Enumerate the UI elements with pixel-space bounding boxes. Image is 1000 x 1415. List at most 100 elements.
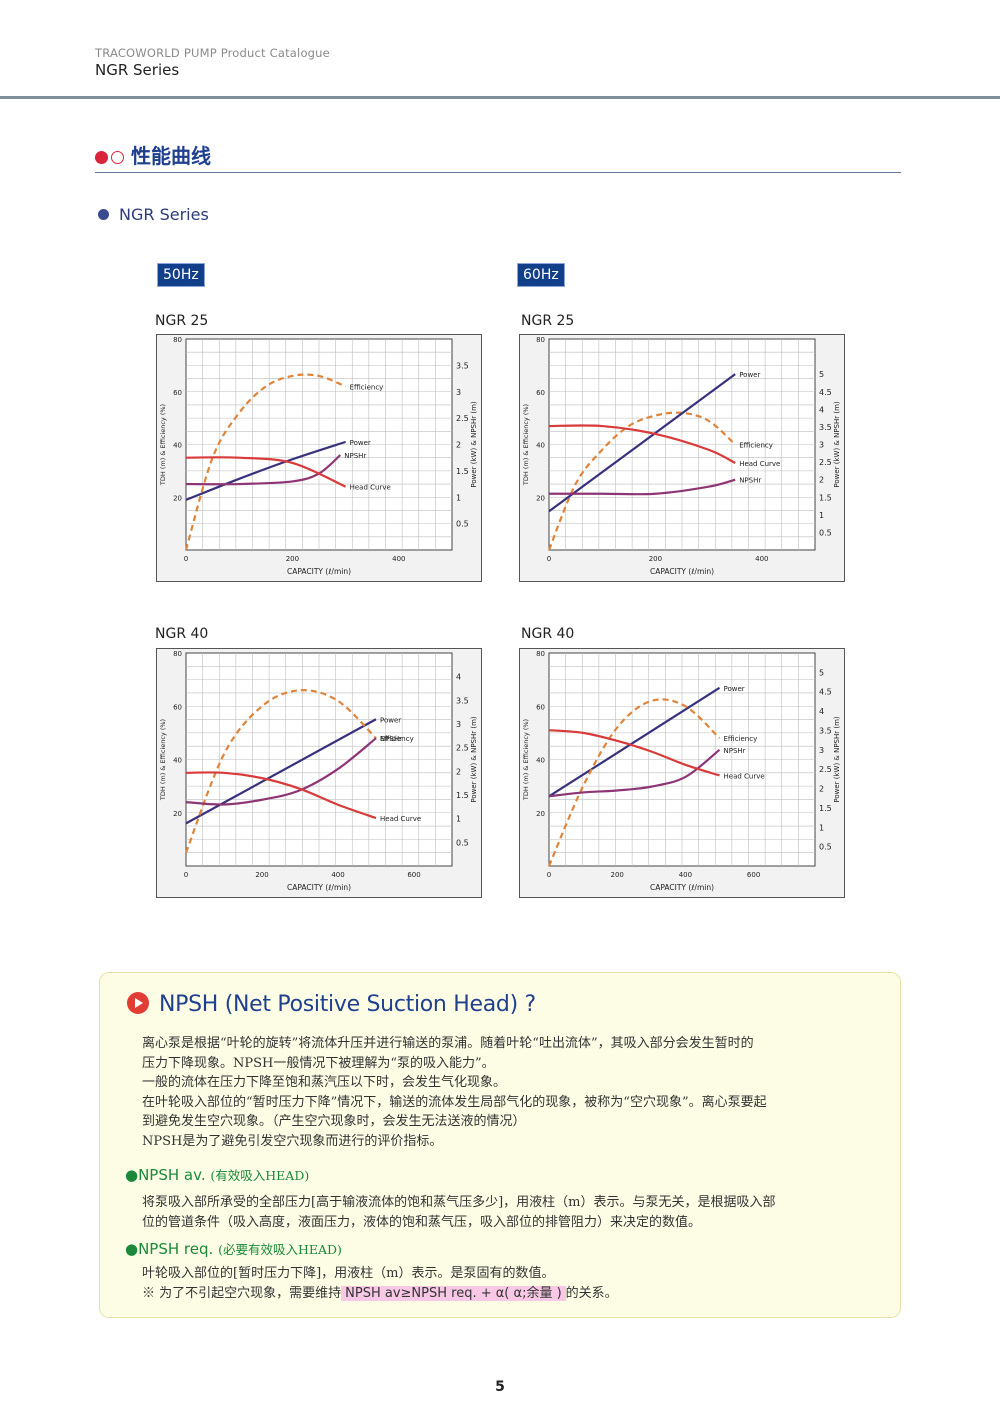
series-line-head-curve <box>548 424 736 464</box>
y2-tick-label: 1 <box>819 823 824 832</box>
y2-tick-label: 4.5 <box>819 688 832 697</box>
x-axis-label: CAPACITY (ℓ/min) <box>650 567 714 576</box>
series-line-power <box>548 373 736 513</box>
note-suffix: 的关系。 <box>565 1285 618 1301</box>
npsh-req-sub: (必要有效吸入HEAD) <box>218 1242 342 1257</box>
series-label: Power <box>739 371 760 379</box>
npsh-note: ※ 为了不引起空穴现象，需要维持 NPSH av≥NPSH req. + α( α… <box>142 1284 872 1304</box>
series-line-efficiency <box>547 411 736 551</box>
npsh-title: NPSH (Net Positive Suction Head) ? <box>159 992 536 1017</box>
series-label: Efficiency <box>350 383 384 391</box>
series-label: Head Curve <box>350 484 391 492</box>
y-tick-label: 80 <box>173 336 182 344</box>
series-label: Efficiency <box>739 442 773 450</box>
y2-tick-label: 4.5 <box>819 388 832 397</box>
series-line-head-curve <box>185 456 347 488</box>
x-tick-label: 200 <box>286 555 299 563</box>
y-axis-label: TDH (m) & Efficiency (%) <box>159 404 167 486</box>
npsh-req-heading: ●NPSH req. (必要有效吸入HEAD) <box>125 1239 342 1258</box>
y2-tick-label: 0.5 <box>819 528 832 537</box>
page-number: 5 <box>495 1379 505 1395</box>
paragraph-line: 位的管道条件（吸入高度，液面压力，液体的饱和蒸气压，吸入部位的排管阻力）来决定的… <box>142 1214 702 1230</box>
series-label: Power <box>380 716 401 724</box>
y2-tick-label: 4 <box>819 707 824 716</box>
paragraph-line: 在叶轮吸入部位的“暂时压力下降”情况下，输送的流体发生局部气化的现象，被称为“空… <box>142 1094 767 1110</box>
y2-tick-label: 3.5 <box>819 726 832 735</box>
series-label: Power <box>724 685 745 693</box>
y2-axis-label: Power (kW) & NPSHr (m) <box>833 716 841 803</box>
npsh-heading: NPSH (Net Positive Suction Head) ? <box>127 992 536 1017</box>
x-tick-label: 0 <box>184 871 188 879</box>
chart-title: NGR 40 <box>521 626 575 642</box>
header-divider <box>0 96 1000 99</box>
y-tick-label: 20 <box>536 494 545 502</box>
y2-tick-label: 0.5 <box>456 838 469 847</box>
y2-axis-label: Power (kW) & NPSHr (m) <box>470 716 478 803</box>
x-axis-label: CAPACITY (ℓ/min) <box>650 883 714 892</box>
x-tick-label: 400 <box>679 871 692 879</box>
y-tick-label: 20 <box>173 494 182 502</box>
y2-tick-label: 2.5 <box>456 414 469 423</box>
y-tick-label: 40 <box>536 757 545 765</box>
y2-tick-label: 3 <box>456 720 461 729</box>
series-line-npshr <box>185 737 377 806</box>
y-axis-label: TDH (m) & Efficiency (%) <box>159 719 167 801</box>
y2-tick-label: 2.5 <box>456 744 469 753</box>
y2-tick-label: 5 <box>819 370 824 379</box>
x-tick-label: 200 <box>255 871 268 879</box>
npsh-req-text: 叶轮吸入部位的[暂时压力下降]，用液柱（m）表示。是泵固有的数值。 ※ 为了不引… <box>142 1264 872 1303</box>
y2-tick-label: 4 <box>456 673 461 682</box>
y2-axis-label: Power (kW) & NPSHr (m) <box>833 401 841 488</box>
performance-chart-50hz-ngr40: 0 200 400 600 20 40 60 80 0.5 1 1.5 2 2.5 3 3.5 4 CAPACI… <box>156 648 482 898</box>
circle-outline-icon <box>111 151 124 164</box>
series-label: NPSHr <box>380 735 402 743</box>
play-circle-icon <box>127 992 149 1014</box>
y-tick-label: 40 <box>536 442 545 450</box>
section-title: 性能曲线 <box>131 144 211 168</box>
y-tick-label: 40 <box>173 442 182 450</box>
y-tick-label: 60 <box>173 703 182 711</box>
series-line-efficiency <box>184 373 347 551</box>
npsh-av-text: 将泵吸入部所承受的全部压力[高于输液流体的饱和蒸气压多少]，用液柱（m）表示。与… <box>142 1193 872 1232</box>
x-axis-label: CAPACITY (ℓ/min) <box>287 883 351 892</box>
note-formula: NPSH av≥NPSH req. + α( α;余量 ) <box>341 1285 566 1301</box>
y2-tick-label: 5 <box>819 668 824 677</box>
subsection-heading: NGR Series <box>98 205 209 224</box>
performance-chart-60hz-ngr40: 0 200 400 600 20 40 60 80 0.5 1 1.5 2 2.5 3 3.5 4 4.5 5 CA… <box>519 648 845 898</box>
y2-tick-label: 3.5 <box>456 696 469 705</box>
chart-title: NGR 25 <box>155 313 209 329</box>
npsh-info-box <box>99 972 901 1318</box>
performance-chart-50hz-ngr25: 0 200 400 20 40 60 80 0.5 1 1.5 2 2.5 3 3.5 CAPACITY (… <box>156 334 482 582</box>
paragraph-line: 到避免发生空穴现象。（产生空穴现象时，会发生无法送液的情况） <box>142 1114 526 1129</box>
bullet-icon <box>98 209 109 220</box>
y-tick-label: 80 <box>536 650 545 658</box>
series-label: NPSHr <box>739 477 761 485</box>
chart-title: NGR 25 <box>521 313 575 329</box>
series-label: Efficiency <box>380 735 414 743</box>
y2-tick-label: 3.5 <box>819 423 832 432</box>
series-label: Power <box>350 439 371 447</box>
npsh-req-label: ●NPSH req. <box>125 1240 214 1258</box>
catalogue-title: TRACOWORLD PUMP Product Catalogue <box>95 46 330 60</box>
y2-axis-label: Power (kW) & NPSHr (m) <box>470 401 478 488</box>
x-tick-label: 600 <box>747 871 760 879</box>
y-tick-label: 40 <box>173 757 182 765</box>
subsection-title: NGR Series <box>119 205 209 224</box>
y-tick-label: 20 <box>536 810 545 818</box>
series-line-power <box>185 718 377 825</box>
paragraph-line: 离心泵是根据“叶轮的旋转”将流体升压并进行输送的泵浦。随着叶轮“吐出流体”，其吸… <box>142 1036 754 1051</box>
y-axis-label: TDH (m) & Efficiency (%) <box>522 719 530 801</box>
y2-tick-label: 1.5 <box>456 467 469 476</box>
y-axis-label: TDH (m) & Efficiency (%) <box>522 404 530 486</box>
y-tick-label: 60 <box>173 389 182 397</box>
paragraph-line: 一般的流体在压力下降至饱和蒸汽压以下时，会发生气化现象。 <box>142 1075 507 1090</box>
y2-tick-label: 2 <box>456 767 461 776</box>
performance-chart-60hz-ngr25: 0 200 400 20 40 60 80 0.5 1 1.5 2 2.5 3 3.5 4 4.5 5 CAPAC… <box>519 334 845 582</box>
badge-50hz: 50Hz <box>157 263 205 287</box>
paragraph-line: NPSH是为了避免引发空穴现象而进行的评价指标。 <box>142 1133 443 1149</box>
x-tick-label: 400 <box>331 871 344 879</box>
note-prefix: ※ 为了不引起空穴现象，需要维持 <box>142 1285 342 1301</box>
x-tick-label: 0 <box>547 871 551 879</box>
section-heading: 性能曲线 <box>95 140 211 169</box>
npsh-av-heading: ●NPSH av. (有效吸入HEAD) <box>125 1165 309 1184</box>
